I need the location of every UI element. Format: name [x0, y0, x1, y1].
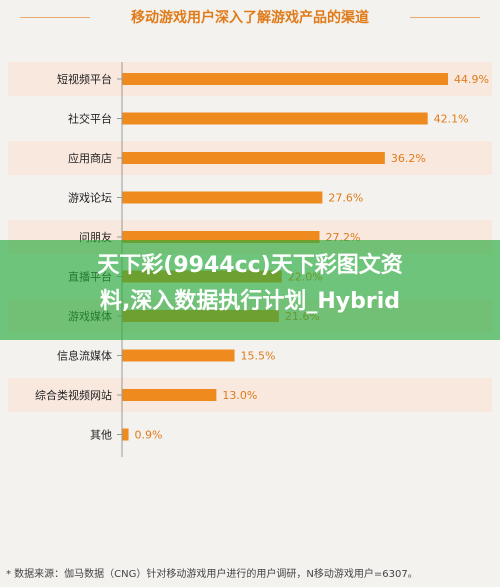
value-label: 42.1%: [434, 113, 469, 126]
row-band: [8, 378, 492, 412]
value-label: 36.2%: [391, 152, 426, 165]
category-label: 游戏论坛: [68, 191, 112, 205]
title-decoration-left: [20, 17, 90, 18]
bar: [122, 152, 385, 164]
value-label: 27.6%: [328, 192, 363, 205]
bar: [122, 349, 235, 362]
chart-title: 移动游戏用户深入了解游戏产品的渠道: [131, 10, 369, 26]
value-label: 0.9%: [135, 429, 163, 442]
category-label: 应用商店: [68, 151, 112, 165]
value-label: 44.9%: [454, 73, 489, 86]
overlay-banner: [0, 240, 500, 340]
value-label: 13.0%: [222, 389, 257, 402]
bar: [122, 112, 428, 125]
overlay-line-2: 料,深入数据执行计划_Hybrid: [100, 289, 400, 314]
overlay-line-1: 天下彩(9944cc)天下彩图文资: [97, 253, 403, 278]
title-decoration-right: [410, 17, 480, 18]
bar: [122, 191, 323, 204]
category-label: 短视频平台: [57, 72, 112, 86]
value-label: 15.5%: [241, 350, 276, 363]
category-label: 社交平台: [68, 112, 112, 126]
category-label: 其他: [90, 429, 112, 442]
bar: [122, 73, 448, 85]
overlay-text: 天下彩(9944cc)天下彩图文资 料,深入数据执行计划_Hybrid: [0, 248, 500, 320]
category-label: 信息流媒体: [57, 349, 112, 363]
bar: [122, 428, 129, 441]
bar: [122, 389, 217, 401]
category-label: 综合类视频网站: [35, 388, 112, 402]
footnote: * 数据来源：伽马数据（CNG）针对移动游戏用户进行的用户调研，N移动游戏用户=…: [6, 569, 418, 580]
